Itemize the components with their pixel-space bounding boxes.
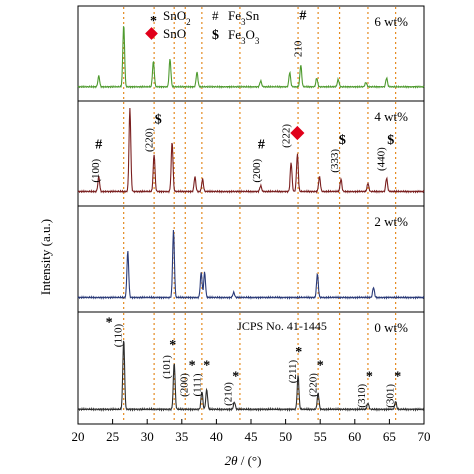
- legend-fe3sn-label: Fe3Sn: [228, 8, 260, 27]
- series-line: [77, 340, 425, 412]
- peak-annotation: *: [189, 359, 196, 374]
- peak-annotation: *: [366, 370, 373, 385]
- series-line: [77, 229, 425, 300]
- sno-peak-marker: [290, 125, 305, 141]
- series-label: 0 wt%: [374, 320, 408, 335]
- axes-group: 20 25 30 35 40 45 50 55 60 65 70: [72, 419, 431, 444]
- peak-annotation: (200): [251, 159, 263, 183]
- legend-fe3sn-symbol: #: [212, 8, 219, 23]
- x-axis-label: 2θ / (°): [225, 453, 262, 468]
- x-tick-label: 65: [383, 429, 396, 444]
- peak-annotation: (101): [161, 355, 173, 379]
- series-label: 4 wt%: [374, 109, 408, 124]
- peak-annotation: $: [155, 112, 162, 127]
- series-label: 6 wt%: [374, 14, 408, 29]
- reference-card-label: JCPS No. 41-1445: [237, 319, 327, 333]
- peak-annotation: (220): [308, 373, 320, 397]
- peak-annotation: (440): [376, 147, 388, 171]
- legend-sno-diamond: [145, 27, 158, 40]
- x-tick-label: 40: [210, 429, 223, 444]
- peak-annotation: *: [295, 345, 302, 360]
- peak-annotation: (210): [223, 382, 235, 406]
- legend-sno2-symbol: *: [150, 14, 157, 29]
- peak-annotation: 210: [293, 40, 305, 57]
- peak-annotation: (211): [287, 359, 299, 383]
- peak-annotation: (111): [191, 373, 203, 396]
- x-tick-label: 25: [106, 429, 119, 444]
- peak-annotation: *: [394, 370, 401, 385]
- peak-annotation: $: [339, 133, 346, 148]
- peak-annotation: #: [258, 137, 265, 152]
- peak-annotation: (110): [113, 323, 125, 347]
- legend: * SnO2 SnO # Fe3Sn $ Fe3O3: [145, 8, 260, 46]
- legend-fe3o3-label: Fe3O3: [228, 27, 260, 46]
- legend-fe3o3-symbol: $: [212, 28, 219, 43]
- peak-annotation: #: [299, 9, 306, 24]
- peak-annotation: (301): [385, 384, 397, 408]
- x-tick-label: 70: [418, 429, 431, 444]
- peak-annotation: $: [387, 133, 394, 148]
- peak-annotation: *: [169, 338, 176, 353]
- x-tick-label: 35: [175, 429, 188, 444]
- peak-annotation: (222): [281, 124, 293, 148]
- peak-annotation: (333): [329, 149, 341, 173]
- x-tick-label: 60: [348, 429, 361, 444]
- peak-annotation: *: [106, 316, 113, 331]
- legend-sno2-label: SnO2: [163, 8, 191, 27]
- peak-annotation: *: [232, 370, 239, 385]
- series-label: 2 wt%: [374, 214, 408, 229]
- series-line: [77, 107, 425, 194]
- peak-annotation: *: [317, 359, 324, 374]
- x-tick-label: 30: [141, 429, 154, 444]
- peak-annotation: #: [95, 137, 102, 152]
- x-tick-label: 50: [279, 429, 292, 444]
- panel-4: 0 wt%*(110) *(101) *(200)*(111) *(210)*(211…: [77, 311, 425, 425]
- peak-annotation: (220): [144, 128, 156, 152]
- x-tick-label: 20: [72, 429, 85, 444]
- peak-annotation: (310): [356, 384, 368, 408]
- x-tick-label: 55: [314, 429, 327, 444]
- panel-2: 4 wt%#(100)(220)$#(200)(222)(333)$(440)$: [77, 100, 425, 207]
- x-tick-label: 45: [245, 429, 258, 444]
- legend-sno-label: SnO: [163, 26, 186, 41]
- peak-annotation: (200): [178, 373, 190, 397]
- series-line: [77, 26, 425, 89]
- peak-annotation: (100): [90, 159, 102, 183]
- peak-annotation: *: [203, 359, 210, 374]
- panel-3: 2 wt%: [77, 205, 425, 313]
- y-axis-label: Intensity (a.u.): [38, 219, 53, 295]
